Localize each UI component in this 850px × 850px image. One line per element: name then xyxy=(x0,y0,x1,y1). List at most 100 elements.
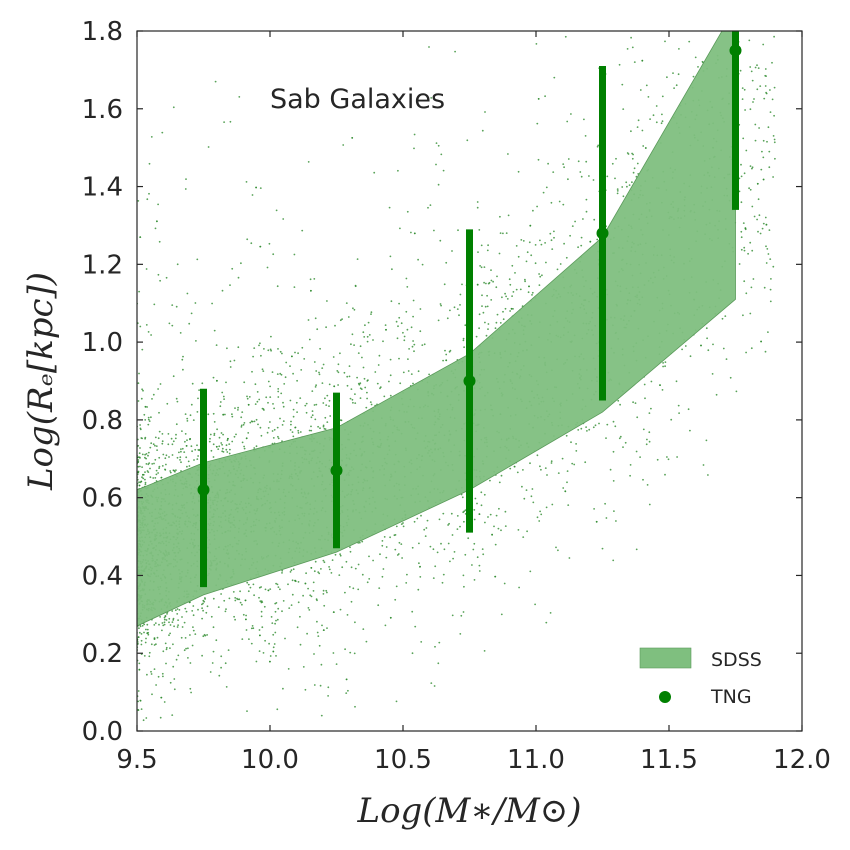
scatter-point xyxy=(462,337,465,340)
scatter-point xyxy=(138,484,141,487)
scatter-point xyxy=(272,633,275,636)
scatter-point xyxy=(450,512,453,515)
scatter-point xyxy=(724,315,727,317)
scatter-point xyxy=(143,631,145,634)
scatter-point xyxy=(202,635,205,638)
scatter-point xyxy=(138,372,140,375)
scatter-point xyxy=(279,372,282,375)
scatter-point xyxy=(354,393,356,395)
scatter-point xyxy=(144,641,147,644)
scatter-point xyxy=(659,384,661,386)
scatter-point xyxy=(212,443,215,446)
scatter-point xyxy=(211,302,214,305)
scatter-point xyxy=(317,571,320,573)
scatter-point xyxy=(751,249,754,252)
scatter-point xyxy=(495,514,498,517)
scatter-point xyxy=(389,536,391,539)
scatter-point xyxy=(168,322,171,325)
scatter-point xyxy=(255,418,258,421)
scatter-point xyxy=(147,416,150,419)
scatter-point xyxy=(176,456,179,459)
scatter-point xyxy=(566,481,568,484)
scatter-point xyxy=(208,440,211,443)
scatter-point xyxy=(223,121,226,123)
scatter-point xyxy=(463,346,465,349)
scatter-point xyxy=(513,465,516,468)
scatter-point xyxy=(190,312,193,315)
scatter-point xyxy=(310,425,312,428)
scatter-point xyxy=(155,684,158,686)
scatter-point xyxy=(460,614,463,617)
scatter-point xyxy=(389,374,392,377)
scatter-point xyxy=(178,609,181,611)
scatter-point xyxy=(628,184,631,187)
scatter-point xyxy=(605,517,608,519)
scatter-point xyxy=(752,101,754,103)
scatter-point xyxy=(184,637,187,639)
scatter-point xyxy=(491,533,493,536)
scatter-point xyxy=(147,451,150,454)
scatter-point xyxy=(190,691,193,694)
scatter-point xyxy=(478,313,481,316)
scatter-point xyxy=(184,433,187,435)
scatter-point xyxy=(297,432,300,434)
scatter-point xyxy=(768,166,771,169)
scatter-point xyxy=(678,412,680,414)
scatter-point xyxy=(271,430,274,432)
scatter-point xyxy=(705,439,708,442)
scatter-point xyxy=(484,305,487,308)
scatter-point xyxy=(498,481,501,484)
scatter-point xyxy=(273,643,276,645)
scatter-point xyxy=(287,668,290,670)
scatter-point xyxy=(490,279,493,282)
scatter-point xyxy=(446,317,449,320)
scatter-point xyxy=(743,246,746,249)
scatter-point xyxy=(577,246,579,249)
scatter-point xyxy=(377,364,380,366)
scatter-point xyxy=(499,215,501,218)
scatter-point xyxy=(678,48,680,50)
scatter-point xyxy=(742,314,744,317)
scatter-point xyxy=(575,450,578,452)
scatter-point xyxy=(764,85,767,87)
scatter-point xyxy=(180,450,182,453)
scatter-point xyxy=(137,709,140,711)
scatter-point xyxy=(158,623,160,626)
scatter-point xyxy=(483,493,486,496)
scatter-point xyxy=(280,392,283,395)
scatter-point xyxy=(219,401,222,403)
scatter-point xyxy=(240,262,242,265)
scatter-point xyxy=(650,407,652,410)
scatter-point xyxy=(486,294,488,297)
scatter-point xyxy=(480,244,483,247)
scatter-point xyxy=(261,626,264,629)
scatter-point xyxy=(181,616,183,618)
scatter-point xyxy=(360,388,363,390)
scatter-point xyxy=(290,423,292,426)
scatter-point xyxy=(290,604,293,606)
scatter-point xyxy=(536,454,539,457)
scatter-point xyxy=(744,109,746,111)
scatter-point xyxy=(324,416,327,419)
scatter-point xyxy=(480,491,483,494)
scatter-point xyxy=(256,391,259,393)
scatter-point xyxy=(648,412,651,414)
scatter-point xyxy=(611,162,614,165)
scatter-point xyxy=(484,521,486,524)
scatter-point xyxy=(577,429,580,431)
scatter-point xyxy=(141,453,144,456)
scatter-point xyxy=(478,570,481,572)
scatter-point xyxy=(503,582,506,585)
scatter-point xyxy=(263,348,265,350)
scatter-point xyxy=(725,358,728,360)
scatter-point xyxy=(749,108,752,111)
scatter-point xyxy=(247,403,250,406)
scatter-point xyxy=(325,404,328,406)
scatter-point xyxy=(466,139,469,142)
scatter-point xyxy=(326,627,328,629)
scatter-point xyxy=(364,324,366,327)
scatter-point xyxy=(579,171,582,173)
scatter-point xyxy=(325,326,327,329)
scatter-point xyxy=(257,423,259,426)
scatter-point xyxy=(248,638,250,640)
